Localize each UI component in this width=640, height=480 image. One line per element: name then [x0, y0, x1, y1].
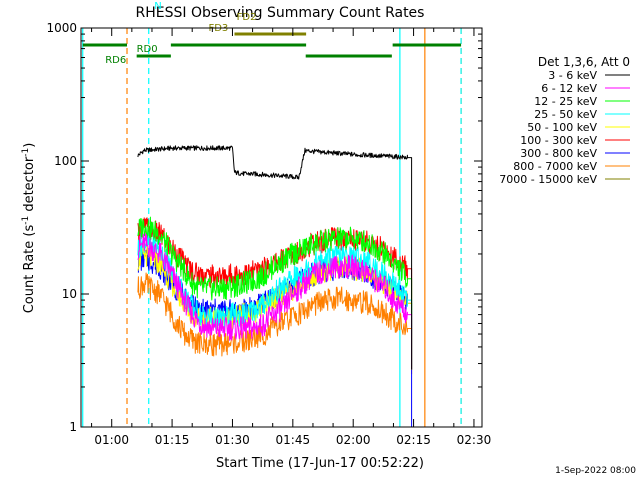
series-6-12-kev — [137, 233, 413, 370]
flag-label-fd2: FD2 — [237, 12, 257, 23]
y-axis-label-mid: detector — [22, 156, 37, 216]
series-25-50-kev — [137, 231, 413, 370]
legend-label-25-50-kev: 25 - 50 keV — [534, 108, 597, 121]
plot-frame — [80, 27, 483, 428]
flag-label-n: N — [154, 1, 161, 12]
x-tick-label: 01:45 — [276, 433, 311, 447]
flag-label-s: S — [133, 0, 139, 1]
series-12-25-kev — [137, 216, 413, 370]
legend-label-7000-15000-kev: 7000 - 15000 keV — [499, 173, 597, 186]
y-tick-label: 10 — [62, 287, 77, 301]
y-axis-label-end: ) — [22, 143, 37, 148]
axes: 1 10 100 1000 01:00 01:15 01:30 01:45 02:00 02:15… — [46, 21, 491, 447]
flag-label-rd6: RD6 — [105, 55, 126, 66]
y-tick-label: 1000 — [46, 21, 77, 35]
series-800-7000-kev — [137, 272, 413, 375]
y-axis-label-sup2: -1 — [21, 148, 31, 157]
flag-label-rd0: RD0 — [137, 44, 158, 55]
legend-label-3-6-kev: 3 - 6 keV — [548, 69, 597, 82]
x-tick-label: 02:00 — [336, 433, 371, 447]
x-tick-label: 02:30 — [457, 433, 492, 447]
x-tick-label: 01:30 — [215, 433, 250, 447]
y-axis-label: Count Rate (s-1 detector-1) — [21, 143, 37, 314]
y-tick-label: 100 — [54, 154, 77, 168]
legend-label-6-12-kev: 6 - 12 keV — [541, 82, 597, 95]
x-tick-label: 02:15 — [396, 433, 431, 447]
timestamp: 1-Sep-2022 08:00 — [555, 466, 636, 476]
chart-title: RHESSI Observing Summary Count Rates — [136, 5, 425, 21]
series-3-6-kev — [137, 145, 413, 370]
legend-label-800-7000-kev: 800 - 7000 keV — [513, 160, 597, 173]
x-tick-label: 01:15 — [155, 433, 190, 447]
legend-header: Det 1,3,6, Att 0 — [538, 55, 630, 69]
x-axis-label: Start Time (17-Jun-17 00:52:22) — [216, 456, 424, 471]
legend-label-100-300-kev: 100 - 300 keV — [520, 134, 597, 147]
y-axis-label-main: Count Rate (s — [22, 225, 37, 314]
legend-label-50-100-kev: 50 - 100 keV — [527, 121, 597, 134]
x-tick-label: 01:00 — [94, 433, 129, 447]
y-axis-label-sup1: -1 — [21, 216, 31, 225]
legend-label-12-25-kev: 12 - 25 keV — [534, 95, 597, 108]
series-lines — [137, 145, 413, 427]
y-tick-label: 1 — [69, 420, 77, 434]
vertical-markers — [82, 28, 462, 427]
legend-label-300-800-kev: 300 - 800 keV — [520, 147, 597, 160]
flag-bars — [82, 32, 462, 58]
